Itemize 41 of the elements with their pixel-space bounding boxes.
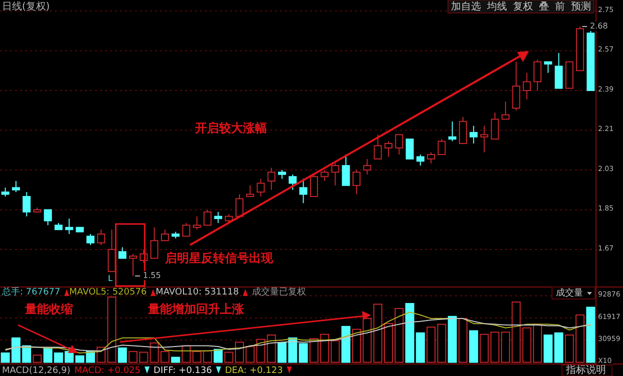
- chart-title: 日线(复权): [2, 0, 50, 13]
- bar: [469, 330, 478, 363]
- annotation: 预测: [571, 0, 591, 13]
- bar: [544, 334, 553, 363]
- bar: [330, 340, 340, 363]
- annotation: 前: [555, 0, 565, 13]
- annotation: L: [108, 274, 113, 284]
- bar: [214, 348, 223, 363]
- annotation: 复权: [513, 0, 533, 13]
- bar: [554, 332, 564, 363]
- text: MACD: +0.025: [74, 366, 141, 376]
- bar: [118, 347, 127, 363]
- bar: [341, 326, 350, 363]
- text: DEA: +0.123: [225, 366, 283, 376]
- annotation: : 520576: [106, 287, 147, 298]
- text: 指标说明: [565, 364, 606, 376]
- annotation: 叠: [539, 2, 549, 13]
- bar: [586, 306, 596, 363]
- line-series: [4, 318, 592, 352]
- bar: [448, 316, 457, 363]
- annotation: : 531118: [198, 287, 240, 298]
- bar: [171, 356, 180, 363]
- bar: [32, 354, 42, 363]
- text: MACD(12,26,9): [2, 366, 70, 376]
- bar: [107, 296, 116, 363]
- annotation: 成交量: [556, 287, 583, 298]
- annotation: 均线: [486, 0, 507, 13]
- text: DIFF: +0.136: [154, 366, 212, 376]
- annotation: 量能收缩: [24, 302, 73, 316]
- annotation: 2.68: [590, 22, 608, 31]
- annotation: 开启较大涨幅: [194, 120, 267, 135]
- bar: [298, 343, 308, 363]
- annotation: 总手: 767677: [1, 286, 60, 298]
- annotation: 成交量已复权: [252, 286, 306, 298]
- annotation: 1.55: [143, 271, 161, 280]
- text: MAVOL10: [156, 287, 199, 298]
- annotation: 启明星反转信号出现: [164, 250, 274, 265]
- bar: [458, 318, 468, 363]
- annotation: 量能增加回升上涨: [147, 302, 245, 316]
- annotation: 加自选: [451, 0, 481, 13]
- text: MAVOL5: [69, 287, 106, 298]
